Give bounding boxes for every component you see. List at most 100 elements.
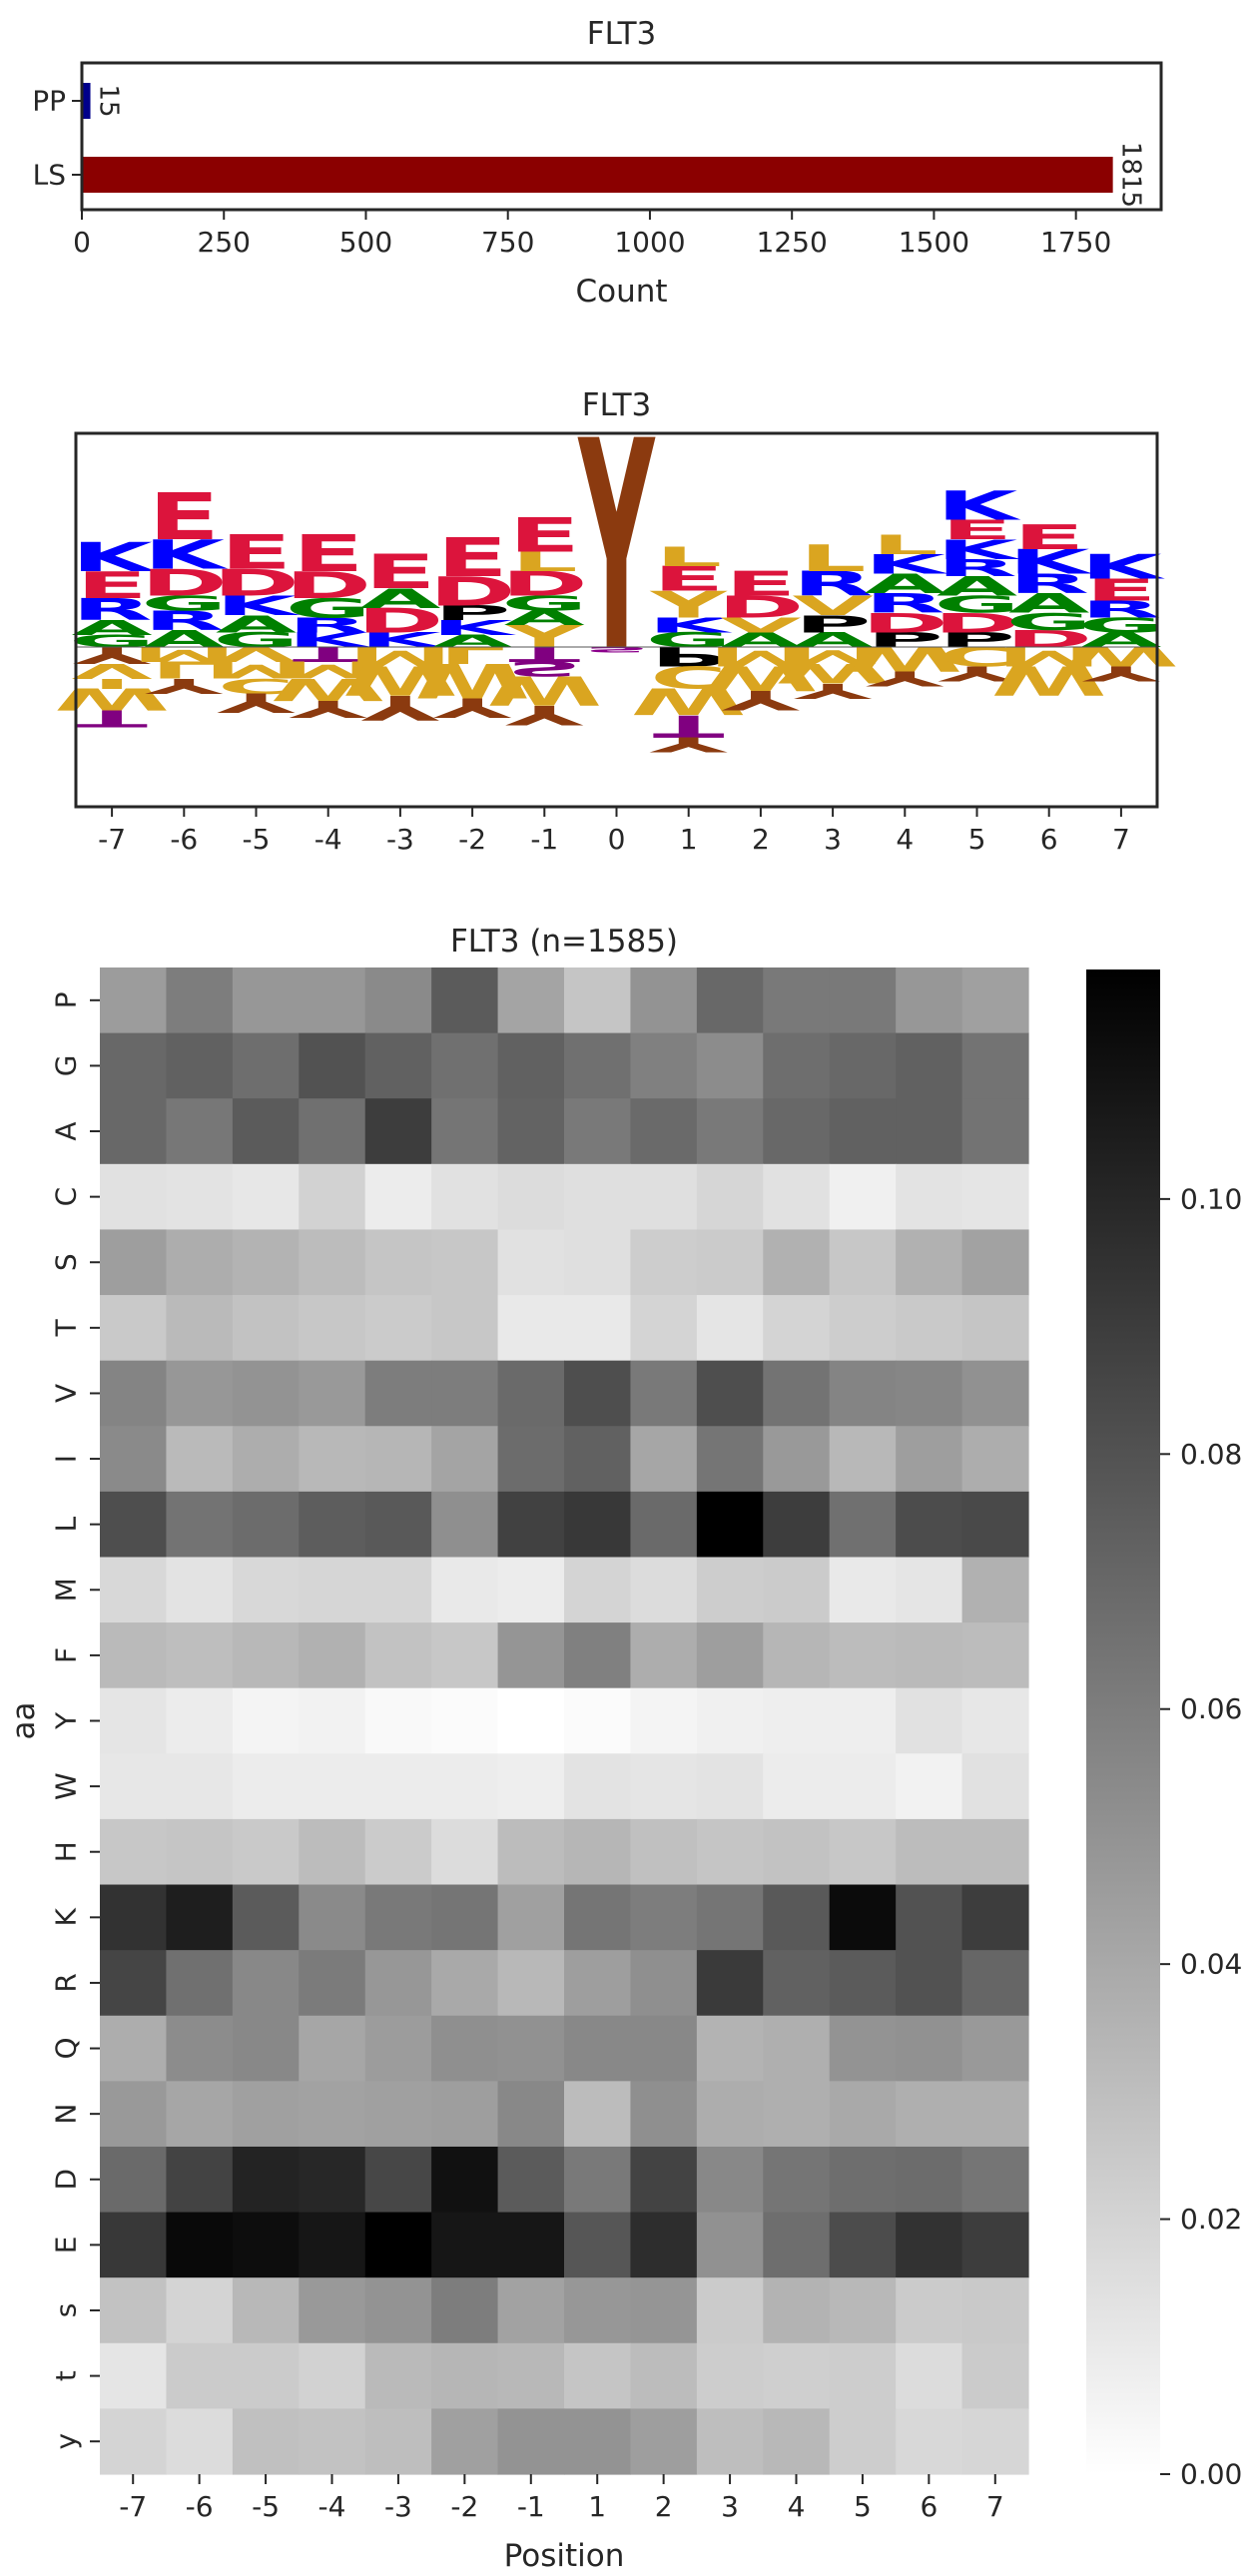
- logo-letter: K: [431, 616, 516, 639]
- heatmap-cell: [100, 1032, 168, 1099]
- heatmap-cell: [696, 2212, 764, 2278]
- logo-letter: K: [937, 482, 1022, 529]
- heatmap-cell: [564, 1426, 632, 1493]
- heatmap-cell: [299, 1687, 366, 1754]
- heatmap-cell: [166, 2408, 234, 2475]
- logo-letter: I: [93, 676, 132, 692]
- heatmap-cell: [829, 1032, 897, 1099]
- heatmap-cell: [896, 1687, 963, 1754]
- heatmap-cell: [100, 1491, 168, 1559]
- colorbar-tick-label: 0.06: [1180, 1692, 1242, 1725]
- heatmap-cell: [497, 1687, 565, 1754]
- logo-letter: Y: [217, 687, 296, 718]
- x-tick-label: -2: [458, 823, 486, 856]
- logo-letter: G: [646, 628, 732, 651]
- heatmap-cell: [100, 1426, 168, 1493]
- heatmap-cell: [829, 1426, 897, 1493]
- heatmap-cell: [497, 1295, 565, 1362]
- heatmap-cell: [630, 1295, 698, 1362]
- colorbar-tick-label: 0.10: [1180, 1182, 1242, 1215]
- heatmap-cell: [829, 1884, 897, 1951]
- heatmap-cell: [100, 1229, 168, 1296]
- logo-letter: E: [76, 564, 148, 607]
- heatmap-cell: [896, 1950, 963, 2017]
- heatmap-cell: [829, 1098, 897, 1165]
- logo-letter: Y: [145, 674, 224, 697]
- heatmap-cell: [763, 1360, 831, 1427]
- heatmap-cell: [299, 2342, 366, 2409]
- logo-letter: E: [941, 515, 1013, 546]
- heatmap-cell: [630, 2342, 698, 2409]
- heatmap-cell: [364, 2408, 432, 2475]
- logo-letter: G: [141, 592, 227, 615]
- heatmap-cell: [564, 1163, 632, 1231]
- heatmap-cell: [100, 2015, 168, 2082]
- logo-letter: Y: [649, 733, 728, 756]
- heatmap-cell: [696, 1032, 764, 1099]
- heatmap-cell: [961, 1295, 1029, 1362]
- logo-letter: s: [585, 645, 647, 657]
- heatmap-cell: [696, 1884, 764, 1951]
- logo-letter: T: [508, 642, 580, 665]
- heatmap-cell: [829, 2342, 897, 2409]
- logo-letter: R: [288, 614, 368, 637]
- y-tick-label: K: [50, 1908, 83, 1927]
- heatmap-cell: [630, 2015, 698, 2082]
- heatmap-cell: [364, 1818, 432, 1886]
- logo-letter: A: [792, 628, 874, 651]
- logo-letter: L: [151, 656, 218, 683]
- heatmap-cell: [100, 1295, 168, 1362]
- heatmap-cell: [232, 2146, 300, 2214]
- logo-letter: D: [862, 608, 948, 639]
- logo-letter: A: [720, 628, 802, 651]
- heatmap-cell: [829, 2146, 897, 2214]
- logo-letter: Y: [505, 699, 584, 730]
- logo-letter: K: [1080, 548, 1165, 587]
- logo-letter: T: [293, 642, 364, 665]
- heatmap-cell: [166, 1229, 234, 1296]
- bar-value-label: 15: [94, 84, 124, 117]
- x-tick-label: 1750: [1040, 226, 1111, 259]
- logo-letter: K: [288, 628, 372, 651]
- heatmap-cell: [696, 1818, 764, 1886]
- heatmap-cell: [166, 967, 234, 1034]
- heatmap-cell: [166, 1426, 234, 1493]
- heatmap-cell: [364, 1163, 432, 1231]
- heatmap-cell: [166, 2342, 234, 2409]
- x-axis-label: Count: [575, 274, 667, 310]
- y-tick-label: G: [50, 1055, 83, 1077]
- heatmap-cell: [431, 1557, 499, 1623]
- heatmap-cell: [497, 1950, 565, 2017]
- heatmap-cell: [497, 2277, 565, 2344]
- heatmap-cell: [630, 967, 698, 1034]
- x-tick-label: 750: [481, 226, 534, 259]
- heatmap-cell: [497, 1491, 565, 1559]
- heatmap-cell: [166, 1491, 234, 1559]
- logo-letter: K: [648, 614, 733, 637]
- heatmap-cell: [299, 1884, 366, 1951]
- heatmap-cell: [299, 1163, 366, 1231]
- heatmap-cell: [564, 1295, 632, 1362]
- heatmap-cell: [564, 1687, 632, 1754]
- heatmap-cell: [232, 1229, 300, 1296]
- heatmap-cell: [696, 2342, 764, 2409]
- logo-letter: A: [504, 606, 586, 629]
- logo-letter: W: [414, 653, 530, 708]
- heatmap-cell: [829, 967, 897, 1034]
- heatmap-cell: [232, 967, 300, 1034]
- heatmap-cell: [232, 1163, 300, 1231]
- heatmap-cell: [166, 1163, 234, 1231]
- heatmap-cell: [961, 2212, 1029, 2278]
- heatmap-cell: [630, 1032, 698, 1099]
- y-tick-label: y: [50, 2433, 83, 2450]
- heatmap-cell: [763, 2408, 831, 2475]
- heatmap-cell: [100, 2212, 168, 2278]
- heatmap-cell: [166, 1557, 234, 1623]
- logo-letter: E: [508, 508, 580, 563]
- logo-letter: Y: [649, 583, 728, 626]
- heatmap-cell: [299, 1032, 366, 1099]
- x-tick-label: -7: [119, 2490, 147, 2523]
